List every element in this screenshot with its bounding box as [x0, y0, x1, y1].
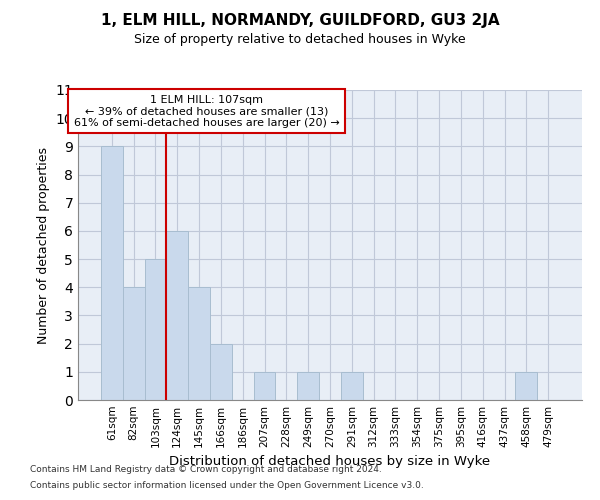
Text: Size of property relative to detached houses in Wyke: Size of property relative to detached ho… — [134, 32, 466, 46]
Text: Contains HM Land Registry data © Crown copyright and database right 2024.: Contains HM Land Registry data © Crown c… — [30, 466, 382, 474]
X-axis label: Distribution of detached houses by size in Wyke: Distribution of detached houses by size … — [169, 456, 491, 468]
Bar — [145, 259, 166, 400]
Bar — [341, 372, 363, 400]
Bar — [101, 146, 123, 400]
Bar — [210, 344, 232, 400]
Text: 1, ELM HILL, NORMANDY, GUILDFORD, GU3 2JA: 1, ELM HILL, NORMANDY, GUILDFORD, GU3 2J… — [101, 12, 499, 28]
Bar — [297, 372, 319, 400]
Bar — [188, 288, 210, 400]
Text: 1 ELM HILL: 107sqm
← 39% of detached houses are smaller (13)
61% of semi-detache: 1 ELM HILL: 107sqm ← 39% of detached hou… — [74, 94, 340, 128]
Bar — [166, 231, 188, 400]
Bar — [515, 372, 537, 400]
Y-axis label: Number of detached properties: Number of detached properties — [37, 146, 50, 344]
Bar — [123, 288, 145, 400]
Bar — [254, 372, 275, 400]
Text: Contains public sector information licensed under the Open Government Licence v3: Contains public sector information licen… — [30, 480, 424, 490]
